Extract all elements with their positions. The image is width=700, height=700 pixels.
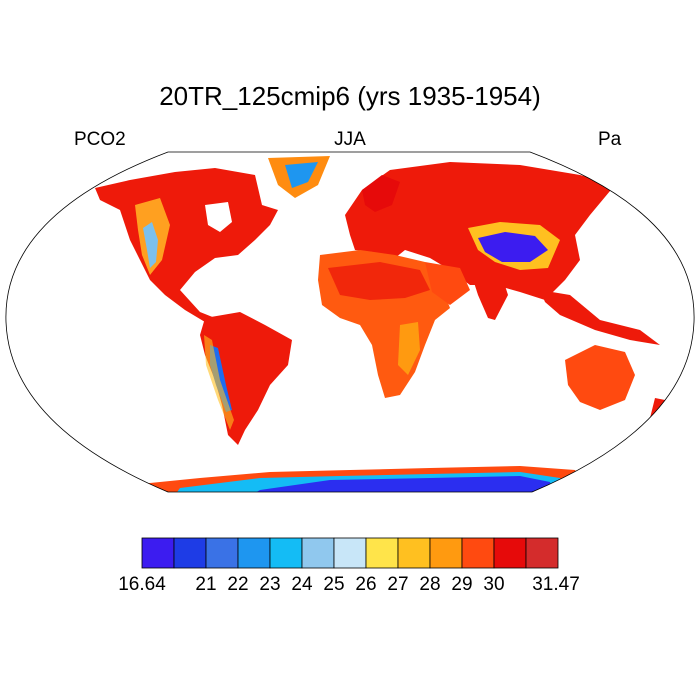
colorbar-tick-label: 29 xyxy=(451,574,473,595)
plot-title: 20TR_125cmip6 (yrs 1935-1954) xyxy=(159,81,541,111)
rocky-mountains-low xyxy=(143,222,158,268)
continents xyxy=(95,156,665,492)
colorbar-swatch xyxy=(525,537,559,569)
arabia xyxy=(425,262,470,305)
colorbar-tick-label: 22 xyxy=(227,574,249,595)
units-label: Pa xyxy=(598,129,622,150)
andes-edge xyxy=(204,335,234,430)
colorbar-swatch xyxy=(173,537,207,569)
east-africa-highlands xyxy=(398,322,420,375)
colorbar-swatch xyxy=(461,537,495,569)
colorbar-swatch xyxy=(397,537,431,569)
colorbar-tick-label: 25 xyxy=(323,574,345,595)
colorbar-swatch xyxy=(269,537,303,569)
season-label: JJA xyxy=(334,129,366,150)
colorbar-tick-label: 30 xyxy=(483,574,505,595)
colorbar-swatch xyxy=(237,537,271,569)
scandinavia xyxy=(362,175,400,212)
southeast-asia xyxy=(540,290,660,345)
colorbar-tick-label: 26 xyxy=(355,574,377,595)
colorbar-tick-label: 21 xyxy=(195,574,217,595)
variable-label: PCO2 xyxy=(74,129,126,150)
map-boundary xyxy=(5,151,695,493)
greenland-ice xyxy=(285,162,318,188)
south-america xyxy=(200,312,292,445)
hudson-bay xyxy=(205,202,232,232)
colorbar-min-label: 16.64 xyxy=(118,574,166,595)
colorbar-tick-label: 27 xyxy=(387,574,409,595)
colorbar-swatch xyxy=(141,537,175,569)
colorbar-swatch xyxy=(493,537,527,569)
australia xyxy=(565,345,635,410)
colorbar-swatch xyxy=(365,537,399,569)
colorbar-swatch xyxy=(301,537,335,569)
colorbar-tick-label: 23 xyxy=(259,574,281,595)
india xyxy=(470,270,508,320)
colorbar-swatch xyxy=(429,537,463,569)
colorbar-tick-label: 24 xyxy=(291,574,313,595)
antarctica-ice-sheet xyxy=(250,476,552,492)
colorbar-tick-label: 28 xyxy=(419,574,441,595)
colorbar-max-label: 31.47 xyxy=(532,574,580,595)
colorbar-swatch xyxy=(333,537,367,569)
colorbar-swatch xyxy=(205,537,239,569)
tibetan-plateau-low xyxy=(478,232,548,262)
sahara xyxy=(328,262,430,300)
